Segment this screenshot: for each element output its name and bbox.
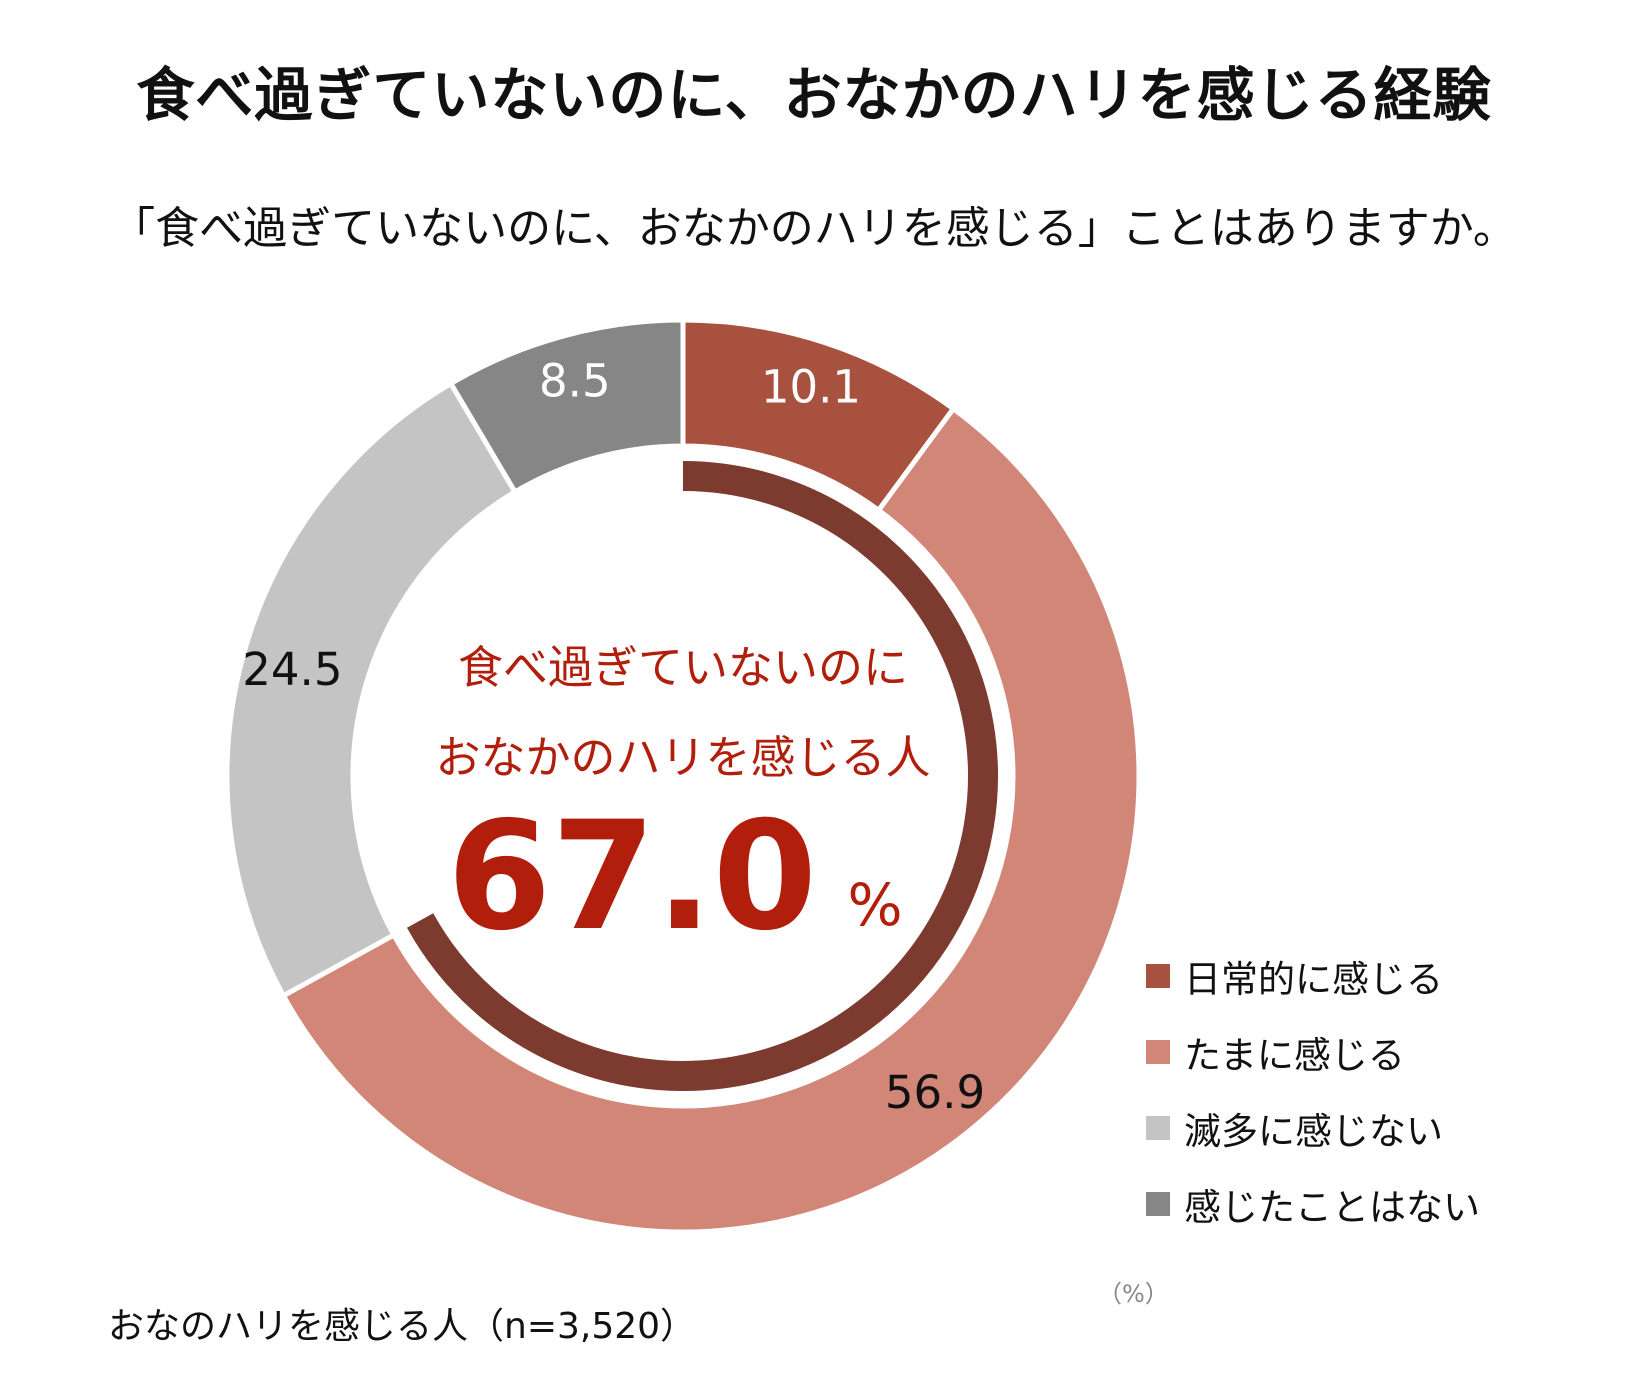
sample-note: おなのハリを感じる人（n=3,520） — [108, 1306, 697, 1347]
donut-slice — [224, 380, 519, 1000]
legend-swatch — [1146, 964, 1170, 988]
slice-value-label: 8.5 — [539, 355, 611, 408]
slice-value-label: 24.5 — [242, 643, 342, 696]
legend: 日常的に感じる たまに感じる 滅多に感じない 感じたことはない — [1146, 938, 1480, 1242]
legend-swatch — [1146, 1040, 1170, 1064]
donut-slice — [447, 317, 686, 496]
unit-label: （%） — [1098, 1280, 1169, 1308]
legend-label: 日常的に感じる — [1184, 958, 1443, 1001]
legend-swatch — [1146, 1116, 1170, 1140]
inner-arc-67 — [406, 461, 998, 1091]
legend-label: 感じたことはない — [1184, 1186, 1480, 1229]
slice-value-label: 10.1 — [761, 360, 861, 413]
center-line-1: 食べ過ぎていないのに — [458, 641, 908, 694]
center-unit: % — [847, 871, 902, 939]
legend-item: 日常的に感じる — [1146, 938, 1480, 1014]
legend-item: 滅多に感じない — [1146, 1090, 1480, 1166]
chart-subtitle: 「食べ過ぎていないのに、おなかのハリを感じる」ことはありますか。 — [111, 203, 1517, 254]
center-value: 67.0 — [447, 790, 817, 964]
legend-label: たまに感じる — [1184, 1034, 1405, 1077]
donut-slice — [280, 405, 1142, 1235]
legend-item: 感じたことはない — [1146, 1166, 1480, 1242]
legend-item: たまに感じる — [1146, 1014, 1480, 1090]
slice-value-label: 56.9 — [885, 1066, 985, 1119]
center-line-2: おなかのハリを感じる人 — [435, 731, 930, 784]
chart-title: 食べ過ぎていないのに、おなかのハリを感じる経験 — [136, 61, 1492, 129]
legend-swatch — [1146, 1192, 1170, 1216]
legend-label: 滅多に感じない — [1184, 1110, 1443, 1153]
